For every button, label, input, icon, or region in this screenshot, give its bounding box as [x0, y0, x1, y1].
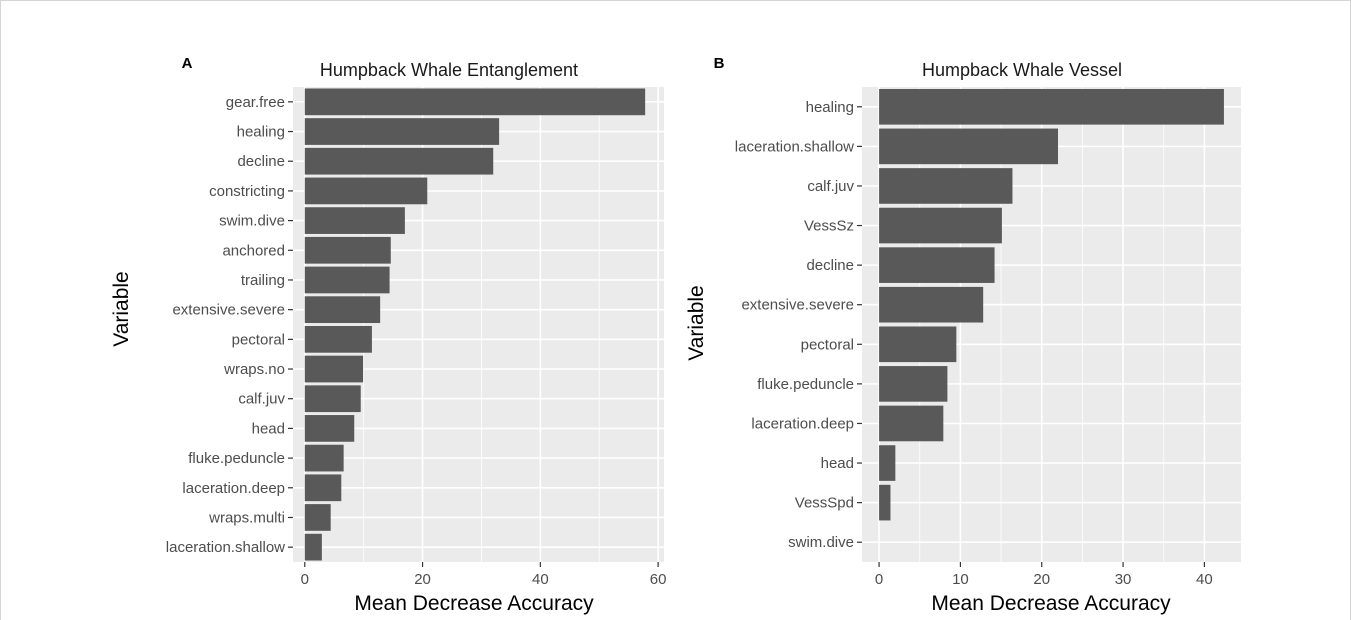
y-tick-label: calf.juv [238, 391, 285, 408]
y-tick-label: constricting [209, 183, 285, 200]
x-tick-label: 40 [532, 571, 549, 588]
y-tick-label: calf.juv [807, 178, 854, 195]
chart-title: Humpback Whale Entanglement [320, 60, 578, 80]
y-tick-label: extensive.severe [172, 302, 285, 319]
bar-pectoral [879, 326, 957, 363]
chart-panel-a: gear.free healing decline constricting swim.… [110, 55, 666, 615]
bar-calf-juv [879, 168, 1013, 204]
x-tick-label: 0 [301, 571, 309, 588]
x-tick-label: 60 [650, 571, 667, 588]
bar-gear-free [304, 88, 646, 116]
bar-laceration-deep [304, 474, 342, 502]
bar-laceration-shallow [879, 128, 1059, 165]
x-tick-label: 0 [875, 571, 883, 588]
bar-wraps-no [304, 355, 364, 383]
x-tick-label: 40 [1196, 571, 1213, 588]
y-tick-label: laceration.shallow [166, 539, 285, 556]
y-tick-label: healing [237, 124, 285, 141]
panel-label: A [182, 55, 193, 72]
y-tick-label: laceration.deep [182, 480, 285, 497]
y-tick-label: swim.dive [219, 213, 285, 230]
bar-fluke-peduncle [879, 366, 948, 402]
x-tick-label: 20 [414, 571, 431, 588]
bar-vesssz [879, 207, 1002, 244]
bar-healing [879, 88, 1224, 125]
y-tick-label: decline [237, 153, 285, 170]
y-tick-label: laceration.shallow [735, 138, 854, 155]
x-axis-title: Mean Decrease Accuracy [354, 592, 594, 615]
bar-swim-dive [304, 207, 405, 234]
y-tick-label: fluke.peduncle [188, 450, 285, 467]
bar-fluke-peduncle [304, 444, 344, 472]
bar-vessspd [879, 484, 891, 521]
y-tick-label: wraps.no [223, 361, 285, 378]
y-tick-label: head [821, 455, 854, 472]
y-axis-title: Variable [110, 271, 133, 347]
bar-decline [304, 147, 494, 175]
bar-extensive-severe [879, 286, 984, 323]
x-axis-title: Mean Decrease Accuracy [931, 592, 1171, 615]
bar-head [304, 415, 355, 442]
y-tick-label: pectoral [232, 331, 285, 348]
x-tick-label: 30 [1115, 571, 1132, 588]
y-tick-label: wraps.multi [208, 509, 285, 526]
bar-laceration-shallow [304, 533, 322, 561]
bar-laceration-deep [879, 405, 944, 442]
bar-calf-juv [304, 385, 361, 413]
y-tick-label: laceration.deep [751, 415, 854, 432]
bar-trailing [304, 266, 390, 294]
y-tick-label: extensive.severe [741, 297, 854, 314]
x-tick-label: 10 [952, 571, 969, 588]
bar-head [879, 445, 896, 481]
y-tick-label: gear.free [226, 94, 285, 111]
y-tick-label: trailing [241, 272, 285, 289]
y-tick-label: healing [806, 99, 854, 116]
y-tick-label: decline [806, 257, 854, 274]
bar-pectoral [304, 325, 372, 353]
chart-title: Humpback Whale Vessel [922, 60, 1122, 80]
bar-constricting [304, 177, 428, 205]
y-tick-label: fluke.peduncle [757, 376, 854, 393]
chart-panel-b: healing laceration.shallow calf.juv VessSz d… [685, 55, 1241, 615]
bar-anchored [304, 236, 391, 264]
y-tick-label: VessSpd [795, 495, 854, 512]
bar-wraps-multi [304, 504, 331, 531]
y-axis-title: Variable [685, 285, 708, 361]
y-tick-label: swim.dive [788, 534, 854, 551]
y-tick-label: VessSz [804, 218, 854, 235]
bar-decline [879, 247, 995, 283]
panel-label: B [714, 55, 725, 72]
plot-panel-background [862, 87, 1241, 562]
bar-healing [304, 118, 500, 145]
y-tick-label: pectoral [801, 336, 854, 353]
y-tick-label: head [252, 420, 285, 437]
y-tick-label: anchored [222, 242, 285, 259]
bar-extensive-severe [304, 296, 381, 324]
x-tick-label: 20 [1033, 571, 1050, 588]
